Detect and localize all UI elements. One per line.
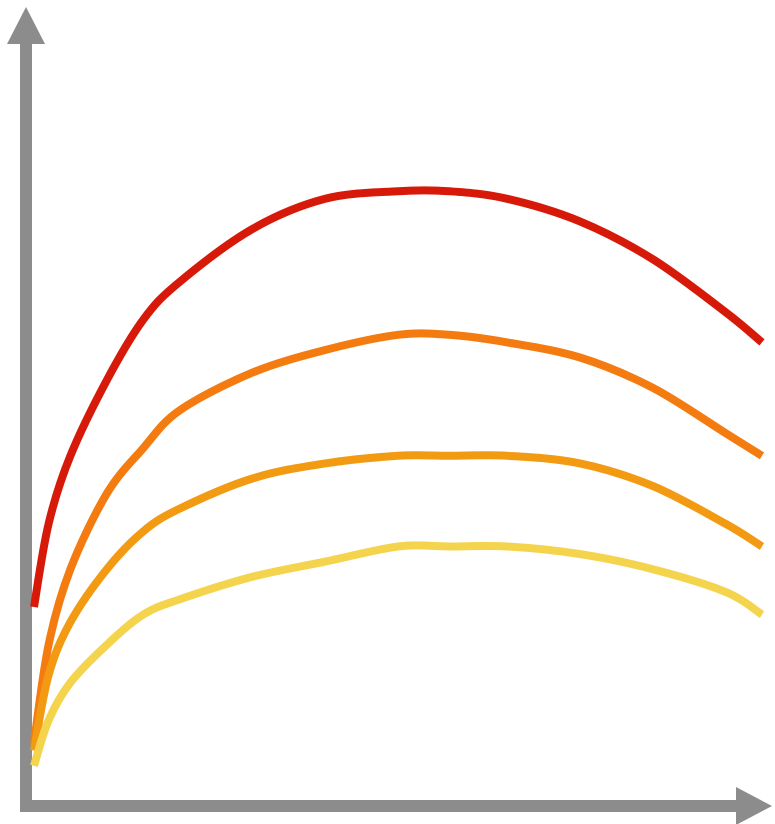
series-line-3 (30, 451, 765, 752)
x-axis-arrowhead (736, 787, 772, 824)
series-line-2 (30, 329, 765, 744)
y-axis-arrowhead (7, 7, 45, 44)
y-axis (7, 7, 45, 812)
series-line-4 (30, 541, 765, 768)
x-axis (20, 787, 772, 824)
series-line-1 (30, 186, 765, 608)
series-layer (30, 186, 765, 768)
